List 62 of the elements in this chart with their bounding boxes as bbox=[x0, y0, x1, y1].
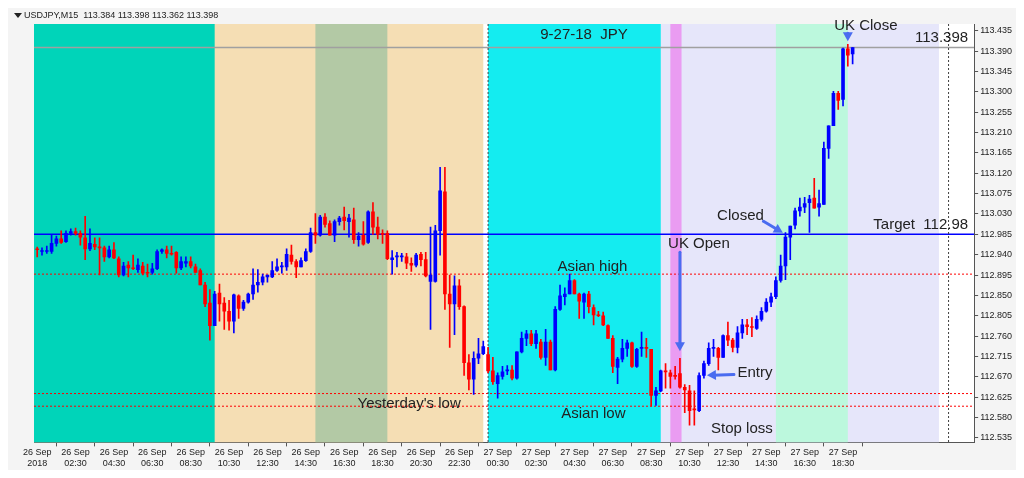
y-tick-label: 112.580 bbox=[980, 412, 1013, 423]
candlestick bbox=[654, 386, 658, 406]
annotation: UK Close bbox=[834, 16, 898, 34]
x-tick-label: 27 Sep 04:30 bbox=[560, 447, 589, 469]
y-tick-label: 113.390 bbox=[980, 45, 1013, 56]
y-tick-label: 112.625 bbox=[980, 391, 1013, 402]
x-tick-label: 27 Sep 06:30 bbox=[598, 447, 628, 469]
x-tick-label: 27 Sep 16:30 bbox=[790, 447, 819, 469]
candlestick bbox=[342, 206, 347, 231]
annotation: Asian low bbox=[561, 403, 626, 421]
y-tick-label: 113.030 bbox=[980, 208, 1013, 219]
y-tick-label: 112.760 bbox=[980, 330, 1013, 341]
y-tick-label: 112.715 bbox=[980, 350, 1013, 361]
chart-subtitle: USDJPY,M15 113.384 113.398 113.362 113.398 bbox=[24, 10, 219, 21]
candlestick bbox=[59, 230, 64, 244]
candlestick bbox=[131, 254, 135, 270]
x-tick-label: 26 Sep 12:30 bbox=[253, 447, 282, 469]
x-tick-label: 26 Sep 02:30 bbox=[61, 447, 90, 469]
x-tick-label: 26 Sep 06:30 bbox=[138, 447, 167, 469]
y-tick-label: 112.895 bbox=[980, 269, 1013, 280]
y-tick-label: 113.210 bbox=[980, 127, 1013, 138]
x-tick-label: 27 Sep 18:30 bbox=[828, 447, 858, 469]
x-tick-label: 26 Sep 20:30 bbox=[406, 447, 436, 469]
x-tick-label: 26 Sep 08:30 bbox=[176, 447, 205, 469]
y-tick-label: 112.535 bbox=[980, 432, 1013, 443]
x-tick-label: 26 Sep 22:30 bbox=[445, 447, 474, 469]
x-tick-label: 26 Sep 18:30 bbox=[368, 447, 397, 469]
x-tick-label: 26 Sep 2018 bbox=[22, 447, 52, 469]
annotation: Stop loss bbox=[711, 418, 773, 436]
y-tick-label: 113.345 bbox=[980, 65, 1013, 76]
annotation: Yesterday's low bbox=[357, 394, 461, 412]
ref-line-label: 113.398 bbox=[915, 28, 969, 46]
x-tick-label: 27 Sep 12:30 bbox=[713, 447, 743, 469]
annotation: Asian high bbox=[557, 257, 628, 275]
y-tick-label: 113.120 bbox=[980, 167, 1013, 178]
y-tick-label: 113.435 bbox=[980, 25, 1013, 36]
x-tick-label: 27 Sep 02:30 bbox=[521, 447, 551, 469]
x-tick-label: 27 Sep 10:30 bbox=[675, 447, 704, 469]
chart-title: 9-27-18 JPY bbox=[540, 25, 628, 43]
x-tick-label: 26 Sep 10:30 bbox=[214, 447, 244, 469]
ref-line-label: Target 112.98 bbox=[873, 214, 969, 232]
y-tick-label: 113.255 bbox=[980, 106, 1013, 117]
annotation: Closed bbox=[717, 206, 764, 224]
x-tick-label: 27 Sep 14:30 bbox=[752, 447, 781, 469]
y-tick-label: 112.985 bbox=[980, 228, 1013, 239]
y-tick-label: 112.850 bbox=[980, 289, 1013, 300]
y-tick-label: 113.075 bbox=[980, 188, 1013, 199]
y-tick-label: 112.805 bbox=[980, 310, 1013, 321]
annotation: Entry bbox=[737, 362, 773, 380]
x-tick-label: 26 Sep 14:30 bbox=[291, 447, 321, 469]
y-tick-label: 112.670 bbox=[980, 371, 1013, 382]
candlestick bbox=[83, 215, 87, 260]
x-tick-label: 26 Sep 04:30 bbox=[99, 447, 129, 469]
x-tick-label: 27 Sep 08:30 bbox=[636, 447, 666, 469]
y-tick-label: 113.165 bbox=[980, 147, 1013, 158]
candlestick bbox=[44, 245, 49, 254]
candlestick bbox=[256, 269, 260, 293]
annotation: UK Open bbox=[668, 234, 730, 252]
y-tick-label: 112.940 bbox=[980, 249, 1013, 260]
x-tick-label: 27 Sep 00:30 bbox=[483, 447, 512, 469]
y-tick-label: 113.300 bbox=[980, 86, 1013, 97]
x-tick-label: 26 Sep 16:30 bbox=[329, 447, 359, 469]
